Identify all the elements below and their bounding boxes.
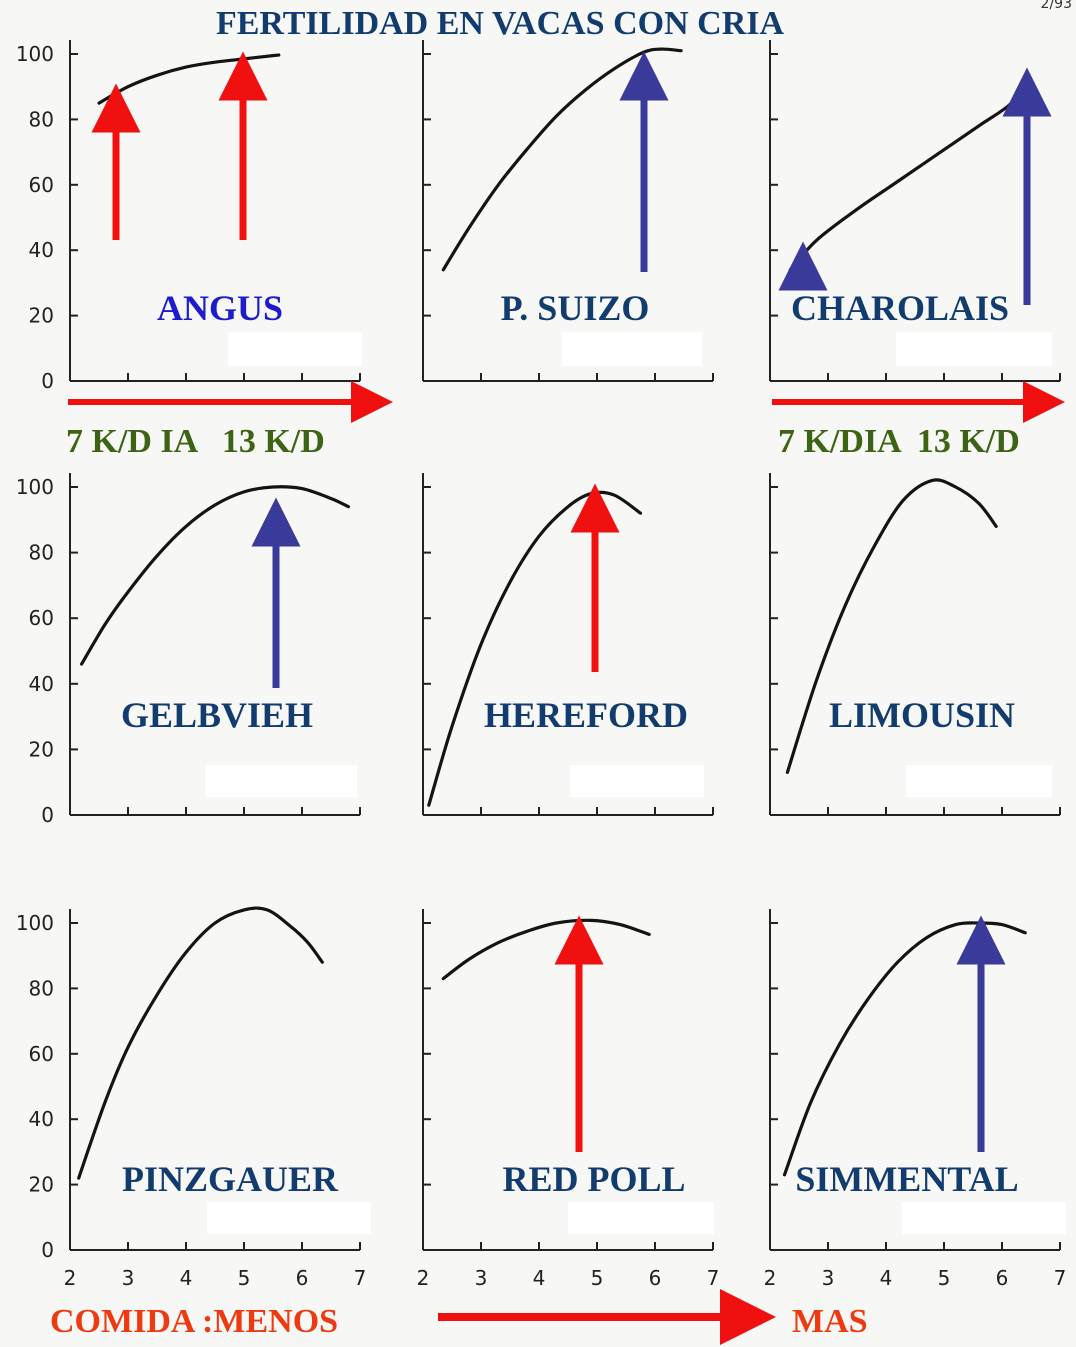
breed-label: P. SUIZO [501,288,650,328]
x-tick-label: 3 [822,1266,835,1290]
label-patch [568,1202,714,1234]
y-tick-label: 100 [16,911,54,935]
y-tick-label: 80 [29,976,54,1000]
breed-label: LIMOUSIN [829,695,1015,735]
x-tick-label: 7 [707,1266,720,1290]
fertility-curve [785,478,998,774]
breed-label: CHAROLAIS [791,288,1009,328]
x-tick-label: 6 [296,1266,309,1290]
fertility-curve [782,921,1027,1177]
feed-range-arrows [68,381,1065,1345]
x-tick-label: 2 [764,1266,777,1290]
chart-title: FERTILIDAD EN VACAS CON CRIA [216,5,785,42]
y-tick-label: 20 [29,1173,54,1197]
panel-gelbvieh: 0 20 40 60 80 100 [16,473,361,827]
y-tick-label: 60 [29,606,54,630]
less-food-label: COMIDA :MENOS [50,1303,338,1340]
y-tick-label: 40 [29,672,54,696]
fertility-curve [80,485,350,666]
feed-range-left-label: 7 K/D IA 13 K/D [66,423,325,460]
fertility-curve [427,490,643,807]
y-tick-label: 80 [29,107,54,131]
fertility-curve [441,918,651,981]
corner-text: 2/93 [1041,0,1072,12]
x-tick-label: 2 [417,1266,430,1290]
label-patch [205,765,357,797]
label-patch [562,332,702,366]
breed-label: RED POLL [502,1159,685,1199]
panel-red-poll: 2 3 4 5 6 7 [417,909,720,1290]
y-tick-label: 80 [29,541,54,565]
y-tick-label: 20 [29,737,54,761]
fertility-curve [77,906,324,1180]
y-tick-label: 40 [29,1107,54,1131]
y-tick-label: 20 [29,304,54,328]
more-food-label: MAS [792,1303,868,1340]
y-tick-label: 100 [16,475,54,499]
y-tick-label: 0 [41,803,54,827]
highlight-arrows [91,51,1052,1152]
breed-label: HEREFORD [484,695,688,735]
panel-hereford [422,473,714,816]
y-tick-label: 60 [29,1042,54,1066]
label-patch [906,765,1052,797]
panel-simmental: 2 3 4 5 6 7 [764,909,1067,1290]
label-patch [570,765,704,797]
breed-label: PINZGAUER [122,1159,339,1199]
x-tick-label: 4 [880,1266,893,1290]
label-patch [902,1202,1066,1234]
x-tick-label: 3 [122,1266,135,1290]
label-patch [207,1202,371,1234]
y-tick-label: 0 [41,369,54,393]
panel-charolais [769,40,1061,382]
breed-label: ANGUS [157,288,283,328]
x-tick-label: 7 [1054,1266,1067,1290]
breed-label: GELBVIEH [121,695,313,735]
x-tick-label: 5 [591,1266,604,1290]
fertility-curve [441,47,683,272]
x-tick-label: 3 [475,1266,488,1290]
feed-range-right-label: 7 K/DIA 13 K/D [778,423,1020,460]
x-tick-label: 7 [354,1266,367,1290]
x-tick-label: 4 [180,1266,193,1290]
label-patch [228,332,362,366]
fertility-curve [788,88,1024,272]
panel-pinzgauer: 0 20 40 60 80 100 2 3 4 5 6 7 [16,906,367,1290]
x-tick-label: 6 [649,1266,662,1290]
x-tick-label: 5 [938,1266,951,1290]
y-tick-label: 100 [16,42,54,66]
x-tick-label: 5 [238,1266,251,1290]
x-tick-label: 2 [64,1266,77,1290]
y-tick-label: 40 [29,238,54,262]
y-tick-label: 60 [29,173,54,197]
panel-p-suizo [422,40,714,382]
label-patch [896,332,1052,366]
panel-limousin [769,473,1061,816]
x-tick-label: 6 [996,1266,1009,1290]
fertility-curve [97,53,281,105]
breed-label: SIMMENTAL [795,1159,1018,1199]
y-tick-label: 0 [41,1238,54,1262]
x-tick-label: 4 [533,1266,546,1290]
